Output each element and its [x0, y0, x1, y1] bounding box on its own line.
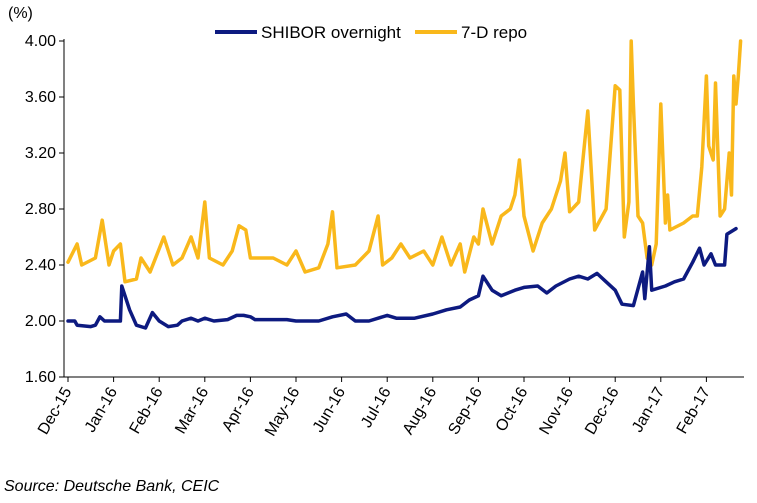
x-tick-label: Mar-16 — [172, 384, 212, 436]
series-line-7-d-repo — [66, 39, 743, 284]
y-tick-label: 2.00 — [25, 313, 56, 330]
x-tick-label: Jul-16 — [358, 384, 395, 430]
x-tick-label: Jan-16 — [82, 384, 121, 435]
x-axis: Dec-15 Jan-16 Feb-16 Mar-16 Apr-16 May-16 Jun-… — [35, 376, 744, 439]
x-tick-label: Nov-16 — [537, 384, 578, 437]
y-tick-label: 3.20 — [25, 145, 56, 162]
line-chart: 1.602.002.402.803.203.604.00 Dec-15 Jan-1… — [8, 5, 744, 439]
legend: SHIBOR overnight 7-D repo — [215, 23, 527, 42]
y-tick-label: 1.60 — [25, 369, 56, 386]
legend-label: 7-D repo — [461, 23, 527, 42]
series-line-shibor-overnight — [66, 226, 738, 330]
x-tick-label: Feb-16 — [127, 384, 167, 436]
y-tick-label: 4.00 — [25, 33, 56, 50]
x-tick-label: Feb-17 — [674, 384, 714, 436]
x-tick-label: Apr-16 — [219, 384, 258, 434]
y-tick-label: 2.40 — [25, 257, 56, 274]
source-note: Source: Deutsche Bank, CEIC — [4, 478, 220, 495]
x-tick-label: Oct-16 — [493, 384, 532, 434]
x-tick-label: Dec-16 — [582, 384, 623, 437]
series-lines — [66, 39, 743, 330]
x-tick-label: Jan-17 — [629, 384, 668, 435]
y-unit-label: (%) — [8, 5, 33, 22]
x-tick-label: Dec-15 — [35, 384, 76, 437]
x-tick-label: Aug-16 — [400, 384, 441, 437]
legend-label: SHIBOR overnight — [261, 23, 401, 42]
x-tick-label: Jun-16 — [310, 384, 349, 435]
x-tick-label: Sep-16 — [445, 384, 486, 437]
y-axis: 1.60 2.00 2.40 2.80 3.20 3.60 4.00 — [25, 33, 65, 386]
y-tick-label: 3.60 — [25, 89, 56, 106]
x-tick-label: May-16 — [262, 384, 303, 439]
y-tick-label: 2.80 — [25, 201, 56, 218]
